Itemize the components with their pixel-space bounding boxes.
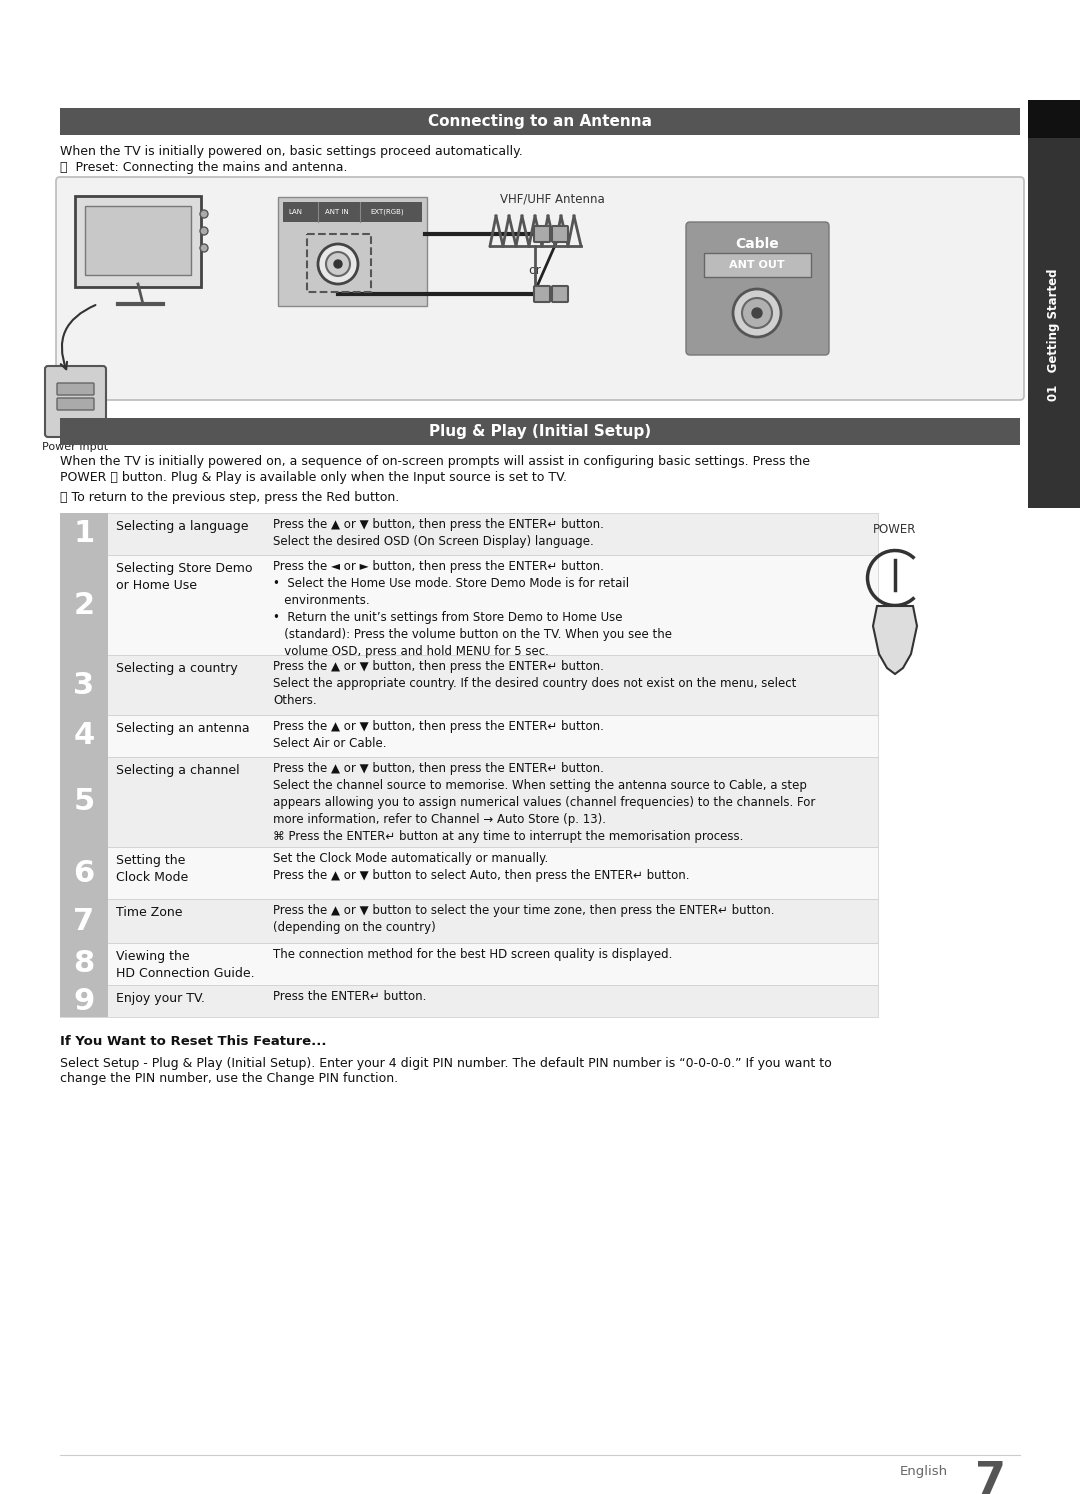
FancyBboxPatch shape bbox=[60, 654, 108, 716]
Circle shape bbox=[334, 260, 342, 267]
FancyArrowPatch shape bbox=[60, 305, 95, 369]
Text: Press the ▲ or ▼ button to select the your time zone, then press the ENTER↵ butt: Press the ▲ or ▼ button to select the yo… bbox=[273, 904, 774, 934]
FancyBboxPatch shape bbox=[60, 108, 1020, 134]
Text: 9: 9 bbox=[73, 986, 95, 1016]
FancyBboxPatch shape bbox=[60, 847, 108, 899]
Text: 1: 1 bbox=[73, 520, 95, 548]
FancyBboxPatch shape bbox=[60, 512, 878, 554]
Circle shape bbox=[200, 244, 208, 252]
FancyBboxPatch shape bbox=[60, 757, 108, 847]
Circle shape bbox=[752, 308, 762, 318]
FancyBboxPatch shape bbox=[75, 196, 201, 287]
Text: VHF/UHF Antenna: VHF/UHF Antenna bbox=[500, 193, 605, 206]
Text: ANT IN: ANT IN bbox=[325, 209, 349, 215]
Text: 01   Getting Started: 01 Getting Started bbox=[1048, 269, 1061, 402]
Text: 7: 7 bbox=[73, 907, 95, 935]
Text: Setting the
Clock Mode: Setting the Clock Mode bbox=[116, 855, 188, 884]
FancyBboxPatch shape bbox=[57, 382, 94, 394]
Text: Press the ◄ or ► button, then press the ENTER↵ button.
•  Select the Home Use mo: Press the ◄ or ► button, then press the … bbox=[273, 560, 672, 657]
Text: EXT(RGB): EXT(RGB) bbox=[370, 209, 404, 215]
Text: ANT OUT: ANT OUT bbox=[729, 260, 785, 270]
Text: LAN: LAN bbox=[288, 209, 302, 215]
FancyBboxPatch shape bbox=[60, 716, 108, 757]
FancyBboxPatch shape bbox=[60, 554, 878, 654]
Text: Power Input: Power Input bbox=[42, 442, 108, 453]
Circle shape bbox=[200, 227, 208, 235]
Text: Selecting an antenna: Selecting an antenna bbox=[116, 722, 249, 735]
Circle shape bbox=[200, 211, 208, 218]
FancyBboxPatch shape bbox=[60, 554, 108, 654]
Polygon shape bbox=[873, 607, 917, 674]
Text: Cable: Cable bbox=[735, 238, 779, 251]
Text: ⌒ To return to the previous step, press the Red button.: ⌒ To return to the previous step, press … bbox=[60, 492, 400, 503]
Text: Viewing the
HD Connection Guide.: Viewing the HD Connection Guide. bbox=[116, 950, 255, 980]
FancyBboxPatch shape bbox=[534, 226, 550, 242]
FancyBboxPatch shape bbox=[278, 197, 427, 306]
Text: 6: 6 bbox=[73, 859, 95, 887]
FancyBboxPatch shape bbox=[283, 202, 422, 223]
Text: 2: 2 bbox=[73, 590, 95, 620]
Text: or: or bbox=[528, 264, 541, 276]
FancyBboxPatch shape bbox=[60, 899, 878, 943]
Text: Selecting a country: Selecting a country bbox=[116, 662, 238, 675]
Text: Set the Clock Mode automatically or manually.
Press the ▲ or ▼ button to select : Set the Clock Mode automatically or manu… bbox=[273, 852, 689, 881]
FancyBboxPatch shape bbox=[57, 397, 94, 409]
FancyBboxPatch shape bbox=[552, 226, 568, 242]
Text: When the TV is initially powered on, basic settings proceed automatically.: When the TV is initially powered on, bas… bbox=[60, 145, 523, 158]
Text: Selecting a language: Selecting a language bbox=[116, 520, 248, 533]
Circle shape bbox=[742, 297, 772, 329]
Text: 3: 3 bbox=[73, 671, 95, 699]
Text: POWER ⏻ button. Plug & Play is available only when the Input source is set to TV: POWER ⏻ button. Plug & Play is available… bbox=[60, 471, 567, 484]
Text: Connecting to an Antenna: Connecting to an Antenna bbox=[428, 114, 652, 128]
FancyBboxPatch shape bbox=[60, 512, 108, 554]
Text: 5: 5 bbox=[73, 787, 95, 817]
Text: Plug & Play (Initial Setup): Plug & Play (Initial Setup) bbox=[429, 424, 651, 439]
FancyBboxPatch shape bbox=[60, 418, 1020, 445]
Text: ⌒  Preset: Connecting the mains and antenna.: ⌒ Preset: Connecting the mains and anten… bbox=[60, 161, 348, 173]
FancyBboxPatch shape bbox=[85, 206, 191, 275]
FancyBboxPatch shape bbox=[60, 985, 108, 1017]
FancyBboxPatch shape bbox=[704, 252, 811, 276]
Text: Enjoy your TV.: Enjoy your TV. bbox=[116, 992, 205, 1005]
Text: Press the ▲ or ▼ button, then press the ENTER↵ button.
Select Air or Cable.: Press the ▲ or ▼ button, then press the … bbox=[273, 720, 604, 750]
Text: Press the ▲ or ▼ button, then press the ENTER↵ button.
Select the channel source: Press the ▲ or ▼ button, then press the … bbox=[273, 762, 815, 843]
Circle shape bbox=[318, 244, 357, 284]
FancyBboxPatch shape bbox=[552, 285, 568, 302]
FancyBboxPatch shape bbox=[60, 985, 878, 1017]
FancyBboxPatch shape bbox=[60, 757, 878, 847]
FancyBboxPatch shape bbox=[60, 654, 878, 716]
Text: The connection method for the best HD screen quality is displayed.: The connection method for the best HD sc… bbox=[273, 949, 673, 961]
Text: 7: 7 bbox=[975, 1460, 1005, 1494]
Text: POWER: POWER bbox=[874, 523, 917, 536]
FancyBboxPatch shape bbox=[60, 847, 878, 899]
FancyBboxPatch shape bbox=[686, 223, 829, 356]
Text: English: English bbox=[900, 1466, 948, 1478]
Text: Select Setup - Plug & Play (Initial Setup). Enter your 4 digit PIN number. The d: Select Setup - Plug & Play (Initial Setu… bbox=[60, 1056, 832, 1085]
Text: 4: 4 bbox=[73, 722, 95, 750]
FancyBboxPatch shape bbox=[1028, 137, 1080, 508]
Text: Press the ▲ or ▼ button, then press the ENTER↵ button.
Select the desired OSD (O: Press the ▲ or ▼ button, then press the … bbox=[273, 518, 604, 548]
FancyBboxPatch shape bbox=[60, 943, 878, 985]
FancyBboxPatch shape bbox=[60, 899, 108, 943]
Text: Selecting a channel: Selecting a channel bbox=[116, 763, 240, 777]
Text: 8: 8 bbox=[73, 950, 95, 979]
FancyBboxPatch shape bbox=[60, 943, 108, 985]
Text: When the TV is initially powered on, a sequence of on-screen prompts will assist: When the TV is initially powered on, a s… bbox=[60, 456, 810, 468]
FancyBboxPatch shape bbox=[1028, 100, 1080, 137]
FancyBboxPatch shape bbox=[45, 366, 106, 438]
Text: If You Want to Reset This Feature...: If You Want to Reset This Feature... bbox=[60, 1035, 326, 1047]
Text: Selecting Store Demo
or Home Use: Selecting Store Demo or Home Use bbox=[116, 562, 253, 592]
FancyBboxPatch shape bbox=[534, 285, 550, 302]
FancyBboxPatch shape bbox=[60, 716, 878, 757]
Text: Time Zone: Time Zone bbox=[116, 905, 183, 919]
Text: Press the ENTER↵ button.: Press the ENTER↵ button. bbox=[273, 991, 427, 1002]
Circle shape bbox=[326, 252, 350, 276]
FancyBboxPatch shape bbox=[56, 176, 1024, 400]
Text: Press the ▲ or ▼ button, then press the ENTER↵ button.
Select the appropriate co: Press the ▲ or ▼ button, then press the … bbox=[273, 660, 796, 707]
Circle shape bbox=[733, 288, 781, 338]
